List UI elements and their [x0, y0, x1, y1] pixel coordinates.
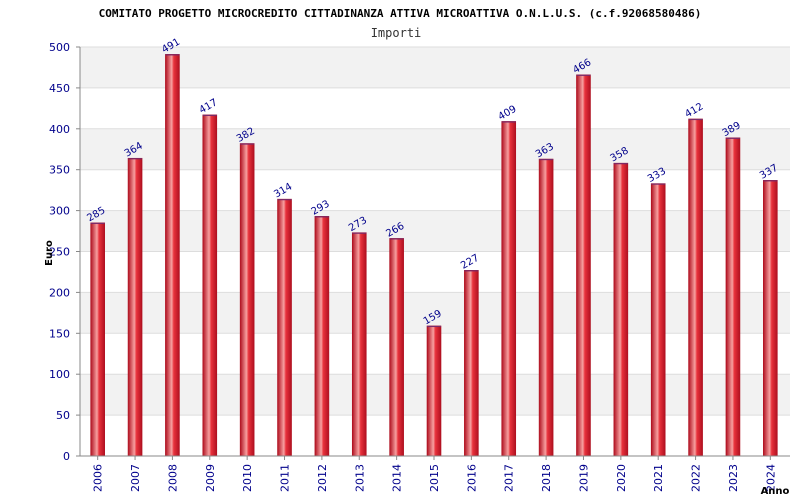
y-tick-label: 100	[49, 368, 70, 381]
plot-background	[80, 46, 790, 457]
bar-2021	[650, 183, 666, 457]
y-tick-label: 350	[49, 164, 70, 177]
x-tick-label-2024: 2024	[764, 464, 777, 492]
data-label-2011: 314	[272, 181, 294, 200]
bar-2009	[202, 114, 218, 457]
x-tick-label-2018: 2018	[540, 464, 553, 492]
x-tick-label-2011: 2011	[279, 464, 292, 492]
x-tick-label-2008: 2008	[166, 464, 179, 492]
y-tick-label: 500	[49, 41, 70, 54]
x-tick-label-2010: 2010	[241, 464, 254, 492]
bar-2012	[314, 216, 330, 457]
x-tick-label-2020: 2020	[615, 464, 628, 492]
data-label-2022: 412	[683, 101, 705, 120]
x-tick-label-2023: 2023	[727, 464, 740, 492]
bar-2016	[464, 270, 479, 457]
x-tick-label-2013: 2013	[353, 464, 366, 492]
bar-2006	[90, 222, 105, 457]
data-label-2017: 409	[496, 104, 518, 123]
bar-2020	[613, 162, 629, 457]
bar-2015	[426, 325, 442, 457]
bar-2010	[239, 143, 255, 457]
x-tick-label-2014: 2014	[391, 464, 404, 492]
bar-2019	[576, 74, 591, 457]
y-tick-label: 250	[49, 246, 70, 259]
bar-2011	[277, 198, 292, 457]
x-tick-label-2007: 2007	[129, 464, 142, 492]
y-tick-label: 50	[56, 409, 70, 422]
data-label-2016: 227	[459, 253, 481, 272]
x-tick-label-2021: 2021	[652, 464, 665, 492]
bar-2007	[127, 157, 143, 457]
y-axis: 0 50 100 150 200 250 300 350 400 450 500	[49, 41, 81, 463]
chart-title: COMITATO PROGETTO MICROCREDITO CITTADINA…	[99, 7, 702, 20]
bar-2008	[165, 54, 180, 457]
x-tick-label-2006: 2006	[92, 464, 105, 492]
bar-2024	[763, 180, 778, 457]
chart-subtitle: Importi	[371, 26, 422, 40]
y-tick-label: 150	[49, 327, 70, 340]
grid-band	[80, 128, 790, 170]
x-tick-label-2009: 2009	[204, 464, 217, 492]
y-axis-label: Euro	[44, 240, 55, 266]
y-tick-label: 450	[49, 82, 70, 95]
grid-band	[80, 210, 790, 252]
x-tick-label-2012: 2012	[316, 464, 329, 492]
bar-2022	[688, 118, 703, 457]
x-axis-label: Anno	[761, 486, 790, 497]
bar-2014	[389, 238, 404, 457]
bar-2018	[538, 158, 554, 457]
y-tick-label: 200	[49, 286, 70, 299]
data-label-2009: 417	[198, 97, 220, 116]
x-tick-label-2019: 2019	[577, 464, 590, 492]
x-tick-label-2016: 2016	[465, 464, 478, 492]
bar-2023	[725, 137, 741, 457]
grid-band	[80, 47, 790, 88]
x-tick-label-2017: 2017	[503, 464, 516, 492]
y-tick-label: 300	[49, 205, 70, 218]
x-tick-label-2022: 2022	[690, 464, 703, 492]
bar-2017	[501, 121, 517, 457]
x-axis: 2006 2007 2008 2009 2010 2011 2012 2013 2014 2015…	[80, 455, 790, 492]
y-tick-label: 0	[63, 450, 70, 463]
x-tick-label-2015: 2015	[428, 464, 441, 492]
y-tick-label: 400	[49, 123, 70, 136]
bar-2013	[351, 232, 367, 457]
